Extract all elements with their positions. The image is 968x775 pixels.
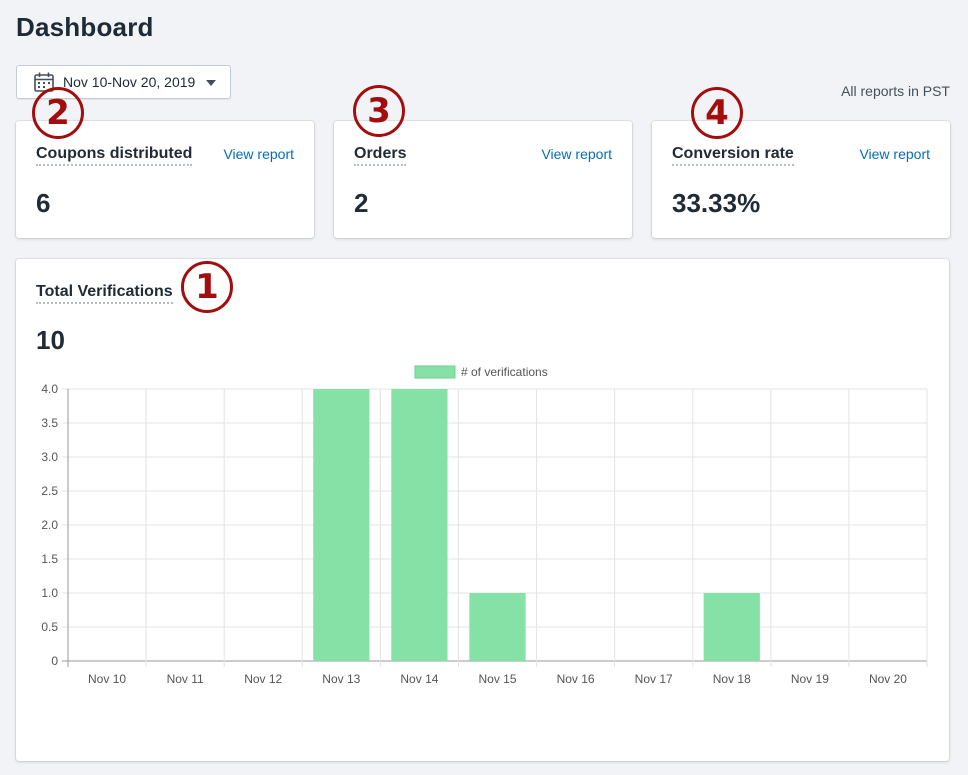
x-tick-label: Nov 12 xyxy=(244,672,282,686)
timezone-note: All reports in PST xyxy=(841,83,950,99)
metric-value: 2 xyxy=(354,188,369,218)
metric-title[interactable]: Coupons distributed xyxy=(36,145,193,166)
view-report-link[interactable]: View report xyxy=(223,146,294,162)
y-tick-label: 1.0 xyxy=(41,586,58,600)
bar xyxy=(703,593,760,661)
x-tick-label: Nov 14 xyxy=(400,672,438,686)
coupons-distributed-card: Coupons distributed View report 6 xyxy=(16,121,314,238)
bar xyxy=(313,389,370,661)
y-tick-label: 2.0 xyxy=(41,518,58,532)
annotation-marker-4: 4 xyxy=(691,87,743,139)
metric-title[interactable]: Conversion rate xyxy=(672,145,794,166)
chart-title[interactable]: Total Verifications xyxy=(36,283,173,304)
conversion-rate-card: Conversion rate View report 33.33% xyxy=(652,121,950,238)
total-verifications-card: Total Verifications 10 0 0.5 1.0 1.5 2.0 2.5 3… xyxy=(16,259,949,761)
x-tick-label: Nov 10 xyxy=(88,672,126,686)
verifications-bar-chart: 0 0.5 1.0 1.5 2.0 2.5 3.0 3.5 4.0 Nov 10 Nov 11 Nov… xyxy=(41,365,928,686)
legend-swatch xyxy=(414,365,456,379)
x-tick-label: Nov 16 xyxy=(557,672,595,686)
annotation-marker-1: 1 xyxy=(181,261,233,313)
orders-card: Orders View report 2 xyxy=(334,121,632,238)
caret-down-icon xyxy=(206,80,216,86)
x-tick-label: Nov 13 xyxy=(322,672,360,686)
metric-title[interactable]: Orders xyxy=(354,145,407,166)
y-tick-label: 1.5 xyxy=(41,552,58,566)
bar xyxy=(391,389,448,661)
legend-label: # of verifications xyxy=(461,365,548,379)
view-report-link[interactable]: View report xyxy=(859,146,930,162)
y-tick-label: 4.0 xyxy=(41,382,58,396)
metric-value: 6 xyxy=(36,188,51,218)
x-tick-label: Nov 20 xyxy=(869,672,907,686)
y-tick-label: 3.0 xyxy=(41,450,58,464)
metric-value: 33.33% xyxy=(672,188,761,218)
x-tick-label: Nov 18 xyxy=(713,672,751,686)
annotation-marker-3: 3 xyxy=(353,85,405,137)
y-tick-label: 0.5 xyxy=(41,620,58,634)
total-verifications-value: 10 xyxy=(36,325,65,355)
date-range-label: Nov 10-Nov 20, 2019 xyxy=(63,74,196,90)
x-tick-label: Nov 11 xyxy=(167,672,204,686)
x-tick-label: Nov 15 xyxy=(478,672,516,686)
page-title: Dashboard xyxy=(16,12,154,42)
annotation-marker-2: 2 xyxy=(32,87,84,139)
x-tick-label: Nov 19 xyxy=(791,672,829,686)
y-tick-label: 0 xyxy=(51,654,58,668)
bar xyxy=(469,593,526,661)
view-report-link[interactable]: View report xyxy=(541,146,612,162)
x-tick-label: Nov 17 xyxy=(635,672,673,686)
y-tick-label: 2.5 xyxy=(41,484,58,498)
y-tick-label: 3.5 xyxy=(41,416,58,430)
